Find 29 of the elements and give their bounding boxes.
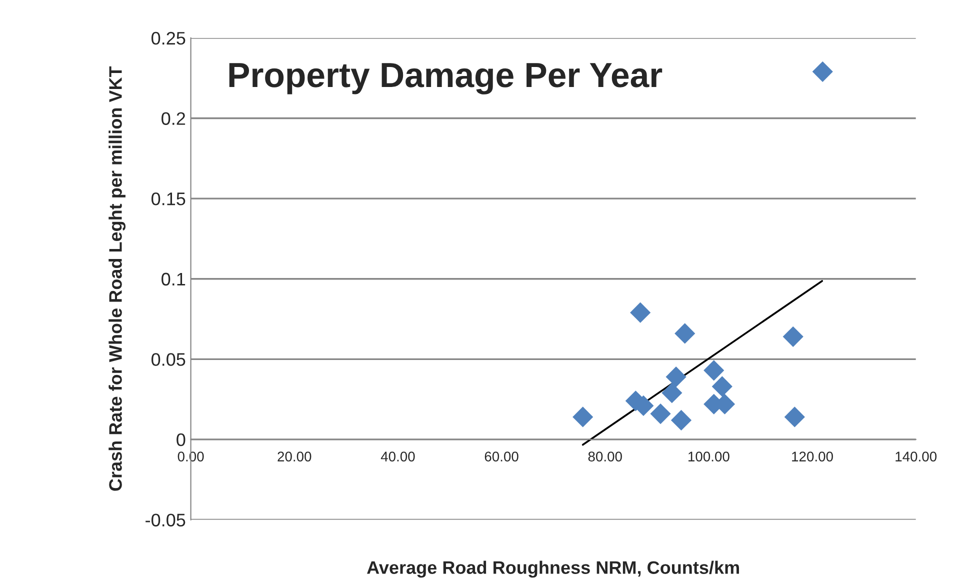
text: Property Damage Per Year: [229, 63, 662, 94]
point: [674, 323, 696, 344]
point: [712, 376, 732, 397]
point: [572, 406, 594, 428]
point: [666, 366, 686, 388]
point: [630, 302, 651, 323]
point: [812, 61, 833, 82]
x-tick-label: 140.00: [896, 452, 937, 462]
point: [704, 360, 724, 381]
x-tick-label: 40.00: [380, 452, 415, 462]
y-axis-title: Crash Rate for Whole Road Leght per million VKT: [108, 66, 126, 491]
y-tick-label: -0.05: [146, 514, 186, 526]
y-tick-label: 0.05: [152, 353, 186, 366]
point: [650, 403, 671, 424]
x-tick-label: 60.00: [484, 452, 518, 462]
point: [670, 410, 692, 430]
x-tick-label: 120.00: [792, 452, 833, 462]
x-axis-title: Average Road Roughness NRM, Counts/km: [367, 560, 739, 578]
y-tick-label: 0.15: [152, 192, 186, 206]
point: [662, 382, 682, 404]
y-tick-label: 0.25: [152, 32, 186, 45]
y-tick-label: 0.2: [162, 112, 186, 125]
point: [784, 406, 805, 428]
point: [782, 326, 804, 347]
x-tick-label: 100.00: [688, 452, 730, 462]
x-tick-label: 80.00: [588, 452, 622, 462]
x-tick-label: 20.00: [278, 452, 312, 462]
y-tick-label: 0.1: [162, 272, 186, 286]
y-tick-label: 0: [176, 433, 186, 446]
